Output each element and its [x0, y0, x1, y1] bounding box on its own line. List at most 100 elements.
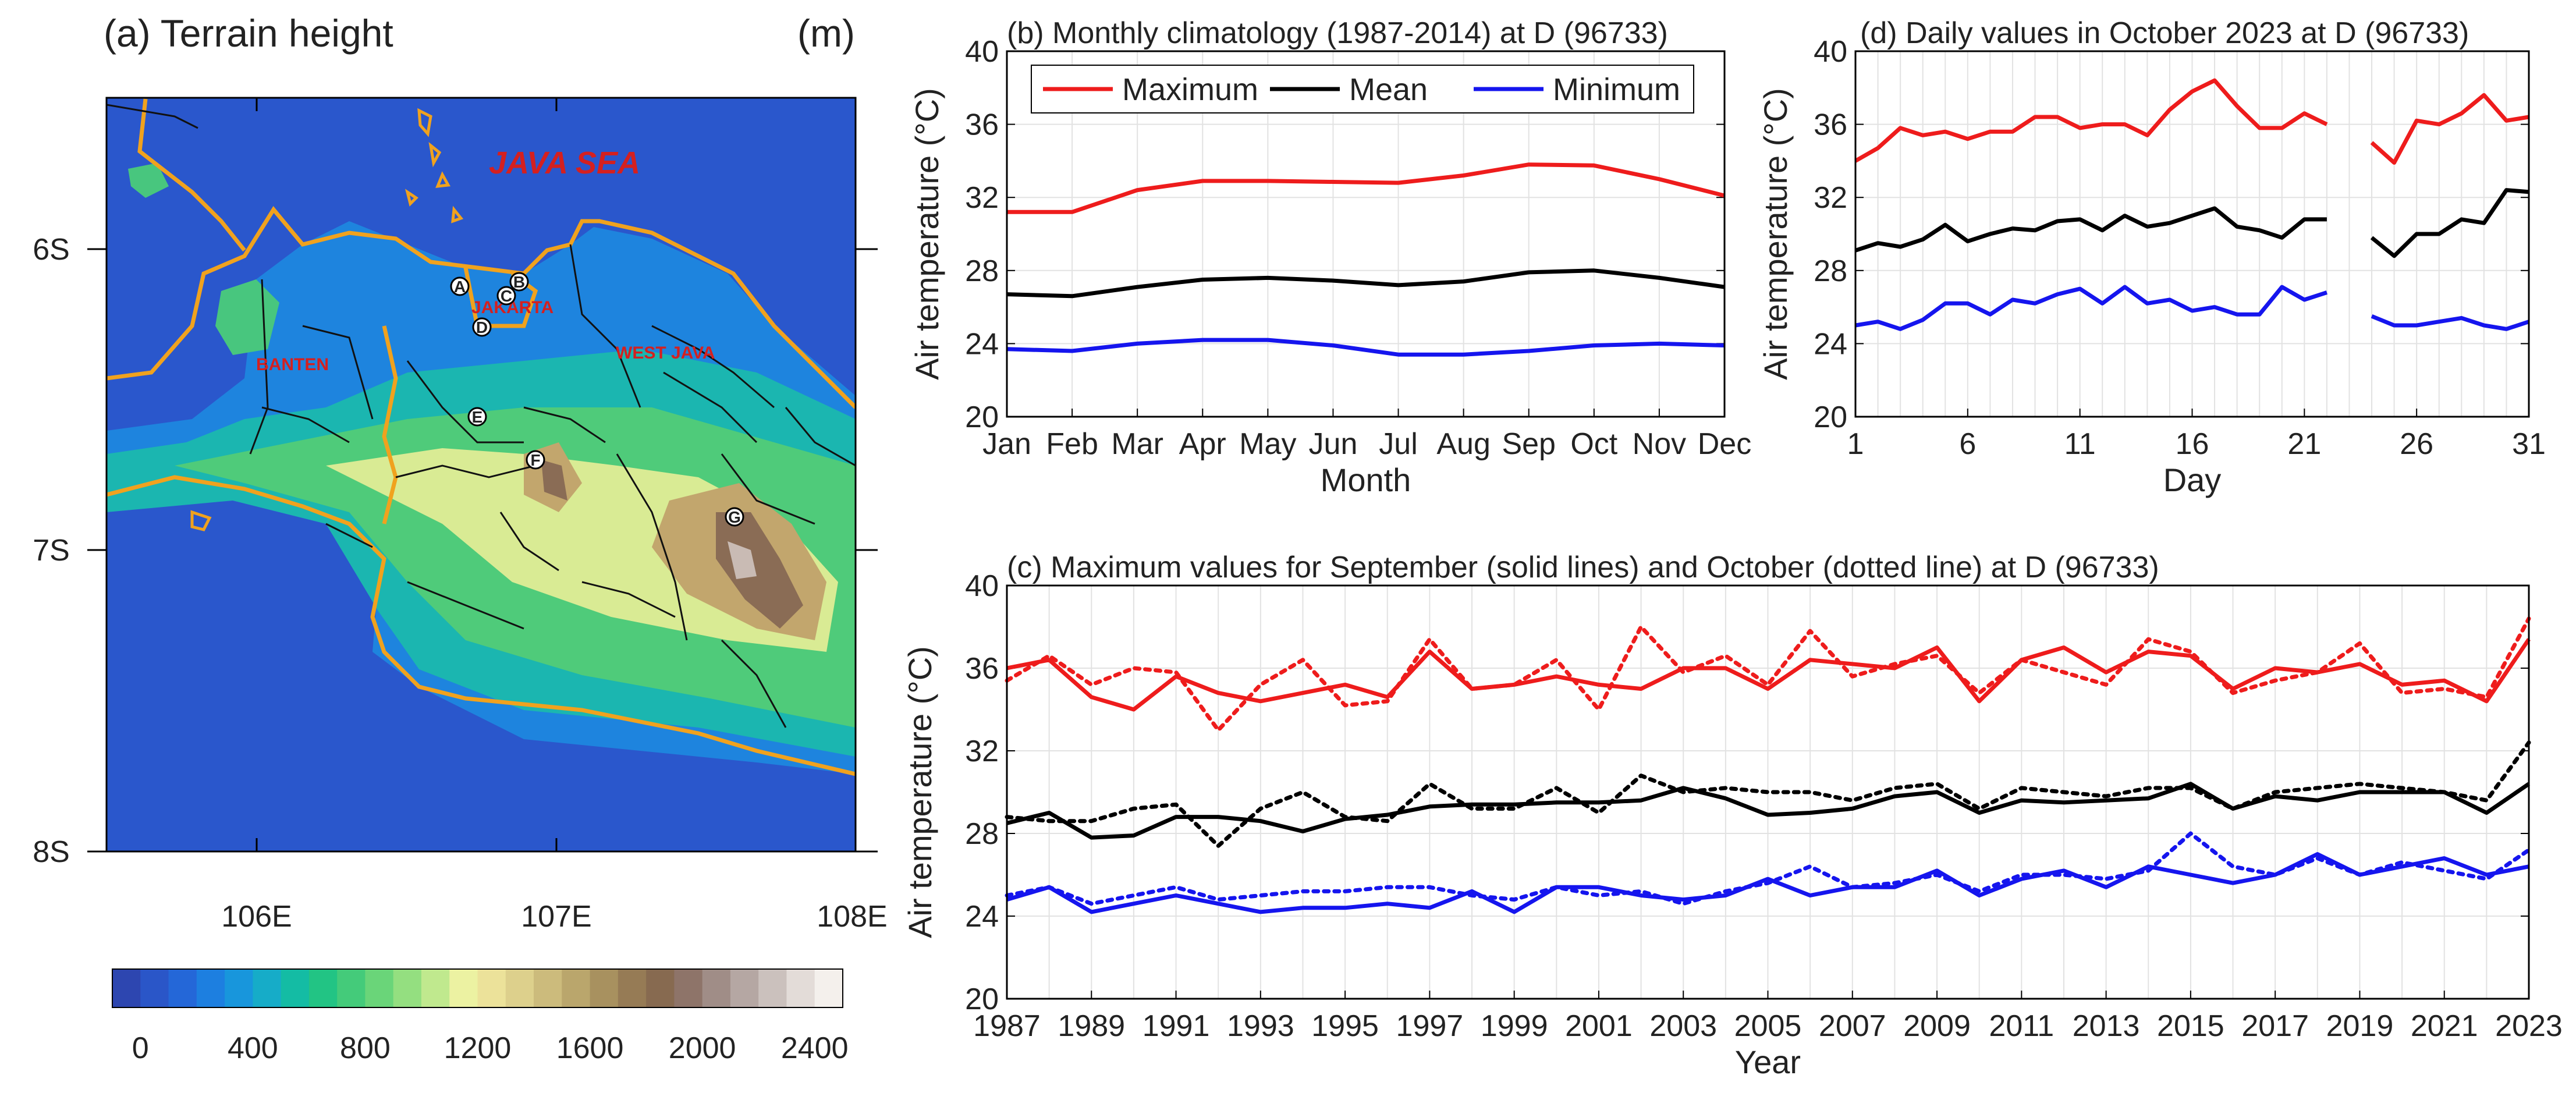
stations: A BCD E F G — [450, 272, 744, 527]
colorbar-swatch — [196, 969, 225, 1007]
x-tick-label: Oct — [1570, 427, 1617, 461]
x-axis-label: Month — [1321, 462, 1411, 498]
station-marker-c — [496, 286, 516, 306]
regency-borders — [107, 104, 856, 728]
colorbar-swatch — [702, 969, 731, 1007]
y-axis-label: Air temperature (°C) — [1757, 88, 1794, 380]
colorbar-swatch — [225, 969, 253, 1007]
station-label-g: G — [728, 508, 741, 526]
x-tick-label: Jan — [982, 427, 1031, 461]
lon-tick-label: 108E — [817, 900, 887, 934]
x-tick-label: 2019 — [2326, 1009, 2394, 1043]
colorbar-swatch — [477, 969, 506, 1007]
x-tick-label: 1999 — [1481, 1009, 1548, 1043]
y-tick-label: 20 — [965, 982, 999, 1016]
colorbar-swatch — [337, 969, 366, 1007]
x-tick-label: 2003 — [1649, 1009, 1717, 1043]
y-tick-label: 24 — [965, 900, 999, 934]
station-marker-b — [509, 272, 529, 292]
y-tick-label: 40 — [1814, 35, 1847, 69]
x-tick-label: 2011 — [1989, 1009, 2054, 1043]
colorbar-swatch — [449, 969, 478, 1007]
series-line-minimum — [1006, 338, 1725, 357]
volcano-top — [728, 541, 757, 579]
station-marker-d — [472, 317, 492, 337]
x-tick-label: 2023 — [2495, 1009, 2563, 1043]
x-tick-label: Apr — [1179, 427, 1226, 461]
colorbar-tick-label: 400 — [228, 1031, 278, 1065]
colorbar-swatch — [534, 969, 562, 1007]
series-line-mean — [1854, 188, 2529, 258]
chart-b-monthly-climatology: 20 24 28 32 36 40 Jan Feb Mar Apr May Jun Jul Aug Sep O… — [909, 16, 1751, 498]
panel-a-title: (a) Terrain height — [104, 12, 393, 55]
station-label-b: B — [513, 273, 525, 291]
station-label-f: F — [530, 451, 540, 469]
label-banten: BANTEN — [256, 355, 329, 374]
colorbar-tick-label: 2400 — [781, 1031, 849, 1065]
x-tick-label: 2017 — [2241, 1009, 2309, 1043]
map-axis-ticks: 106E 107E 108E 6S 7S 8S — [33, 98, 888, 934]
colorbar-swatch — [814, 969, 843, 1007]
y-tick-label: 36 — [1814, 108, 1847, 142]
map-terrain — [107, 98, 856, 776]
x-tick-label: 16 — [2176, 427, 2209, 461]
plot-frame — [1006, 50, 1726, 418]
lat-tick-label: 7S — [33, 534, 70, 567]
series-line-mean-october — [1005, 740, 2531, 848]
x-tick-label: 6 — [1959, 427, 1976, 461]
series-line-maximum — [1854, 78, 2529, 165]
x-tick-label: May — [1239, 427, 1296, 461]
colorbar-swatch — [562, 969, 591, 1007]
colorbar-tick-label: 0 — [132, 1031, 149, 1065]
x-tick-label: 11 — [2064, 427, 2096, 461]
colorbar-tick-label: 1200 — [444, 1031, 512, 1065]
colorbar-tick-label: 800 — [340, 1031, 391, 1065]
series-line-minimum — [1855, 285, 2530, 331]
x-tick-label: Aug — [1436, 427, 1491, 461]
lon-tick-label: 106E — [221, 900, 292, 934]
colorbar: 0 400 800 1200 1600 2000 2400 — [112, 968, 849, 1065]
x-tick-label: Mar — [1111, 427, 1163, 461]
x-tick-label: 1993 — [1227, 1009, 1294, 1043]
x-tick-label: 2013 — [2073, 1009, 2140, 1043]
station-label-e: E — [472, 408, 483, 426]
chart-title: (d) Daily values in October 2023 at D (9… — [1860, 16, 2469, 50]
y-tick-label: 36 — [965, 108, 999, 142]
map-frame — [105, 97, 857, 853]
colorbar-swatch — [590, 969, 619, 1007]
colorbar-swatch — [308, 969, 338, 1007]
panel-a-unit: (m) — [797, 12, 855, 55]
colorbar-swatch — [786, 969, 815, 1007]
colorbar-swatch — [618, 969, 647, 1007]
colorbar-swatch — [393, 969, 422, 1007]
x-tick-label: 2015 — [2157, 1009, 2224, 1043]
colorbar-swatch — [168, 969, 197, 1007]
colorbar-swatch — [421, 969, 450, 1007]
colorbar-swatch — [140, 969, 169, 1007]
y-tick-label: 36 — [965, 652, 999, 686]
x-tick-label: 21 — [2287, 427, 2321, 461]
x-tick-label: Feb — [1046, 427, 1098, 461]
x-tick-label: 1989 — [1058, 1009, 1125, 1043]
colorbar-swatch — [646, 969, 675, 1007]
chart-title: (c) Maximum values for September (solid … — [1007, 551, 2159, 584]
x-tick-label: 1991 — [1142, 1009, 1210, 1043]
colorbar-swatch — [674, 969, 703, 1007]
plot-frame — [1006, 584, 2530, 1000]
x-tick-label: 2007 — [1819, 1009, 1886, 1043]
series-line-minimum-october — [1005, 831, 2531, 906]
colorbar-swatch — [253, 969, 282, 1007]
y-tick-label: 32 — [1814, 181, 1847, 215]
colorbar-swatch — [758, 969, 787, 1007]
legend-label-maximum: Maximum — [1122, 72, 1258, 107]
x-axis-label: Year — [1735, 1044, 1801, 1080]
x-tick-label: Jul — [1379, 427, 1417, 461]
y-tick-label: 40 — [965, 35, 999, 69]
series-line-minimum-september — [1006, 852, 2529, 914]
legend-label-minimum: Minimum — [1553, 72, 1680, 107]
x-tick-label: 1995 — [1311, 1009, 1379, 1043]
y-tick-label: 24 — [1814, 327, 1847, 361]
y-tick-label: 32 — [965, 735, 999, 768]
colorbar-swatch — [365, 969, 394, 1007]
x-tick-label: 1 — [1847, 427, 1864, 461]
